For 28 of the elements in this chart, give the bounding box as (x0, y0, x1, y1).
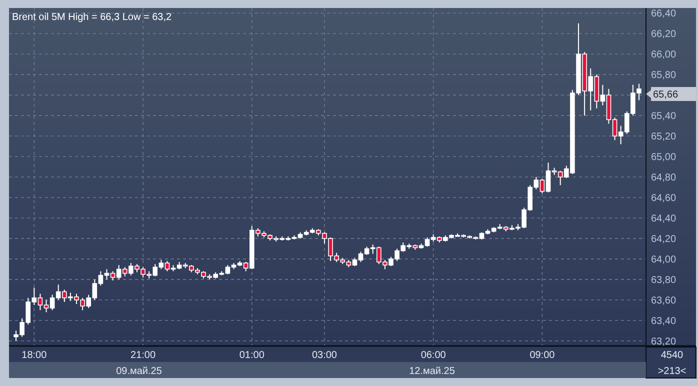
x-tick-label: 01:00 (239, 350, 265, 361)
y-tick-label: 63,80 (651, 274, 676, 286)
y-tick-label: 66,00 (651, 50, 676, 61)
x-tick-label: 09:00 (530, 350, 556, 361)
y-tick-label: 64,20 (651, 234, 676, 245)
chart-title: Brent oil 5M High = 66,3 Low = 63,2 (12, 12, 172, 23)
y-tick-label: 64,80 (651, 172, 676, 184)
y-tick-label: 63,20 (651, 336, 676, 348)
y-tick-label: 63,40 (651, 316, 676, 327)
y-tick-label: 64,00 (651, 254, 676, 266)
y-tick-label: 64,40 (651, 213, 676, 224)
text: 12.май.25 (409, 366, 456, 377)
y-tick-label: 65,80 (651, 70, 676, 82)
x-tick-label: 06:00 (420, 350, 446, 361)
x-tick-label: 03:00 (312, 350, 338, 361)
x-tick-label: 21:00 (130, 350, 156, 361)
text: 09.май.25 (116, 366, 162, 377)
y-tick-label: 64,60 (651, 192, 676, 204)
text: 65,66 (653, 90, 678, 100)
y-tick-label: 65,20 (651, 132, 676, 143)
y-tick-label: 66,40 (651, 8, 676, 20)
text: 4540 (660, 350, 684, 361)
text: >213< (658, 366, 686, 377)
y-tick-label: 65,40 (651, 111, 676, 122)
x-tick-label: 18:00 (22, 350, 48, 361)
y-tick-label: 65,00 (651, 152, 676, 164)
y-tick-label: 66,20 (651, 29, 676, 40)
y-tick-label: 63,60 (651, 295, 676, 306)
